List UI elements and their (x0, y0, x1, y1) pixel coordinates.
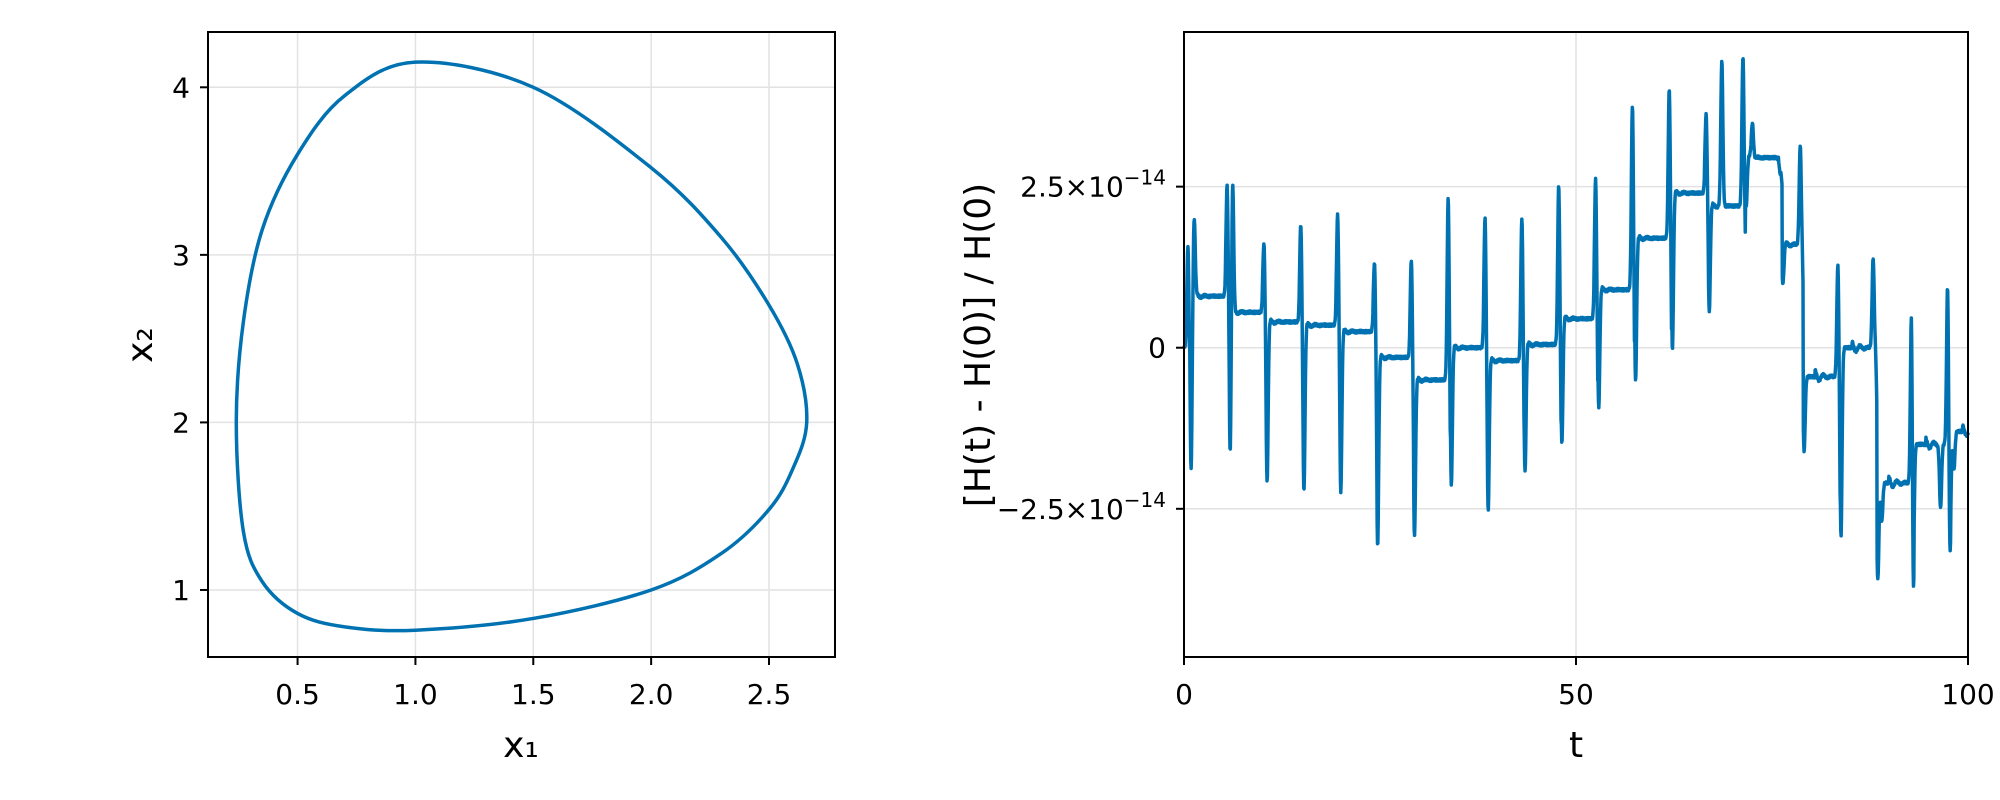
phase-portrait-y-tick-label: 2 (172, 406, 190, 439)
energy-error-x-tick-label: 0 (1175, 678, 1193, 711)
phase-portrait-x-ticks: 0.5 1.0 1.5 2.0 2.5 (275, 657, 791, 711)
phase-portrait-x-tick-label: 2.0 (629, 678, 674, 711)
phase-portrait-y-tick-label: 1 (172, 574, 190, 607)
energy-error-y-tick-label: 2.5×10−14 (1020, 166, 1166, 204)
phase-portrait-x-label: x₁ (503, 725, 539, 766)
phase-portrait-frame (207, 31, 836, 658)
energy-error-panel: 0 50 100 2.5×10−14 0 −2.5×10−14 t [H(t) - H(… (958, 31, 1995, 766)
energy-error-x-label: t (1569, 725, 1583, 766)
phase-portrait-curve (234, 60, 809, 633)
energy-error-y-label: [H(t) - H(0)] / H(0) (958, 183, 999, 507)
phase-portrait-grid (208, 32, 835, 657)
phase-portrait-x-tick-label: 0.5 (275, 678, 320, 711)
phase-portrait-y-label: x₂ (120, 327, 161, 363)
phase-portrait-y-tick-label: 4 (172, 71, 190, 104)
energy-error-y-tick-label: 0 (1148, 332, 1166, 365)
energy-error-x-tick-label: 100 (1941, 678, 1994, 711)
phase-portrait-x-tick-label: 1.0 (393, 678, 438, 711)
energy-error-y-tick-label: −2.5×10−14 (997, 488, 1166, 526)
phase-portrait-x-tick-label: 2.5 (747, 678, 792, 711)
phase-portrait-panel: 0.5 1.0 1.5 2.0 2.5 1 2 3 4 x₁ x₂ (120, 31, 836, 766)
phase-portrait-y-tick-label: 3 (172, 239, 190, 272)
phase-portrait-x-tick-label: 1.5 (511, 678, 556, 711)
energy-error-x-tick-label: 50 (1558, 678, 1594, 711)
energy-error-curve (1182, 57, 1970, 588)
phase-portrait-y-ticks: 1 2 3 4 (172, 71, 208, 607)
energy-error-y-ticks: 2.5×10−14 0 −2.5×10−14 (997, 166, 1184, 526)
energy-error-x-ticks: 0 50 100 (1175, 657, 1995, 711)
